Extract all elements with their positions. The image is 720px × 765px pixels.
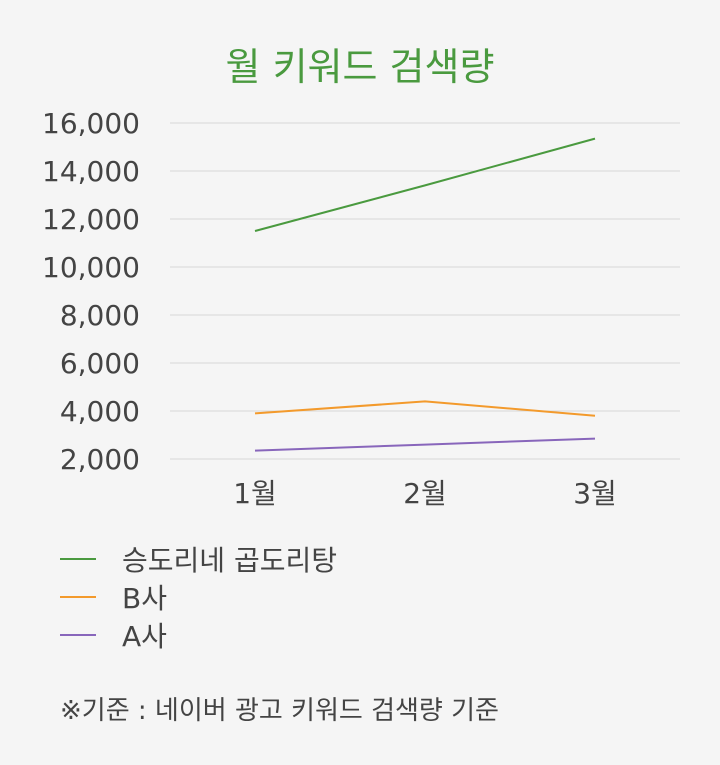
legend-label-0: 승도리네 곱도리탕 — [122, 544, 337, 577]
line-chart: 16,000 14,000 12,000 10,000 8,000 6,000 4,000 2… — [42, 107, 680, 510]
x-tick-label-0: 1월 — [233, 477, 277, 510]
y-tick-label-1: 14,000 — [42, 155, 140, 188]
chart-legend: 승도리네 곱도리탕 B사 A사 — [60, 540, 337, 654]
legend-swatch-2 — [60, 634, 96, 636]
y-tick-label-5: 6,000 — [60, 347, 140, 380]
legend-item-2: A사 — [60, 616, 337, 654]
legend-label-2: A사 — [122, 620, 167, 653]
legend-item-1: B사 — [60, 578, 337, 616]
y-tick-label-2: 12,000 — [42, 203, 140, 236]
y-tick-label-6: 4,000 — [60, 395, 140, 428]
chart-title: 월 키워드 검색량 — [225, 45, 495, 89]
y-tick-label-4: 8,000 — [60, 299, 140, 332]
legend-item-0: 승도리네 곱도리탕 — [60, 540, 337, 578]
x-tick-label-2: 3월 — [573, 477, 617, 510]
series-line-2 — [254, 437, 596, 452]
y-tick-label-7: 2,000 — [60, 443, 140, 476]
series-line-1 — [254, 400, 596, 417]
legend-label-1: B사 — [122, 582, 167, 615]
x-tick-label-1: 2월 — [403, 477, 447, 510]
y-tick-label-0: 16,000 — [42, 107, 140, 140]
footnote: ※기준 : 네이버 광고 키워드 검색량 기준 — [60, 696, 499, 726]
legend-swatch-1 — [60, 596, 96, 598]
legend-swatch-0 — [60, 558, 96, 560]
series-line-0 — [254, 137, 596, 232]
y-tick-label-3: 10,000 — [42, 251, 140, 284]
